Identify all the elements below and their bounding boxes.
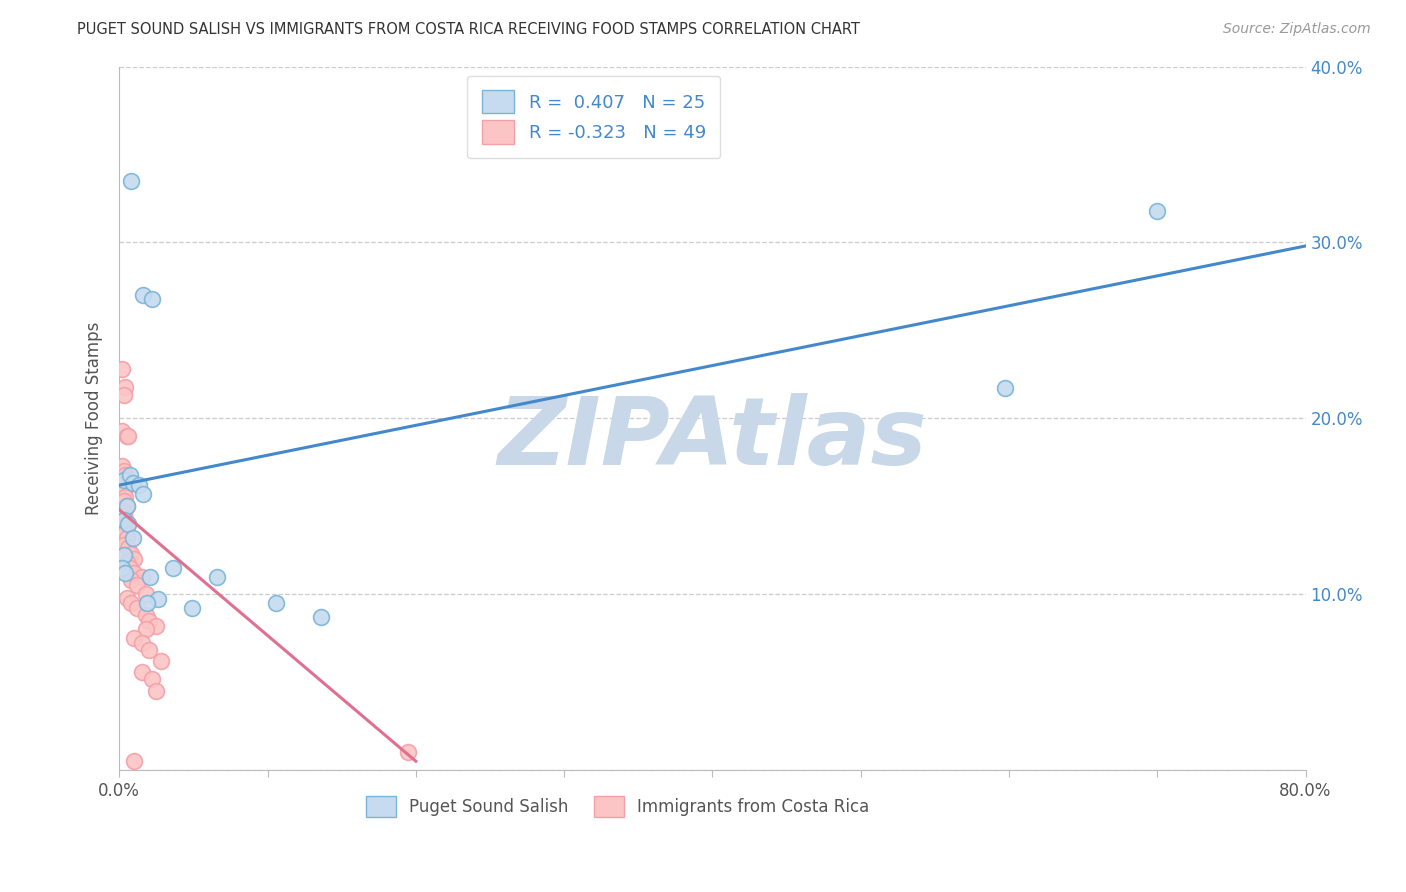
Point xyxy=(139,569,162,583)
Text: Source: ZipAtlas.com: Source: ZipAtlas.com xyxy=(1223,22,1371,37)
Point xyxy=(114,379,136,393)
Point xyxy=(120,573,142,587)
Point xyxy=(131,569,153,583)
Point xyxy=(114,511,136,525)
Point xyxy=(111,362,134,376)
Point xyxy=(118,467,141,482)
Point xyxy=(181,601,204,615)
Point xyxy=(111,424,134,438)
Point xyxy=(111,458,134,473)
Point xyxy=(120,174,142,188)
Point xyxy=(135,623,157,637)
Point xyxy=(266,596,288,610)
Point xyxy=(141,292,163,306)
Point xyxy=(122,566,145,580)
Point xyxy=(112,506,135,520)
Point xyxy=(111,561,134,575)
Point xyxy=(112,549,135,563)
Point xyxy=(117,541,139,556)
Point xyxy=(121,476,143,491)
Text: ZIPAtlas: ZIPAtlas xyxy=(498,393,928,485)
Point xyxy=(1146,203,1168,218)
Point xyxy=(112,473,135,487)
Point xyxy=(115,500,138,514)
Point xyxy=(125,578,148,592)
Point xyxy=(114,491,136,505)
Point xyxy=(115,556,138,570)
Point xyxy=(117,516,139,531)
Point xyxy=(114,525,136,540)
Point xyxy=(120,596,142,610)
Point xyxy=(162,561,184,575)
Point xyxy=(111,478,134,492)
Point xyxy=(128,478,150,492)
Point xyxy=(146,592,169,607)
Point xyxy=(112,485,135,500)
Point xyxy=(112,538,135,552)
Point xyxy=(141,672,163,686)
Point xyxy=(122,631,145,645)
Point xyxy=(114,467,136,482)
Point xyxy=(111,520,134,534)
Point xyxy=(112,388,135,402)
Point xyxy=(112,513,135,527)
Point xyxy=(122,754,145,768)
Point xyxy=(205,569,228,583)
Point xyxy=(149,654,172,668)
Point xyxy=(135,587,157,601)
Point xyxy=(118,561,141,575)
Point xyxy=(121,531,143,545)
Point xyxy=(112,464,135,478)
Point xyxy=(145,619,167,633)
Point xyxy=(993,381,1015,395)
Point xyxy=(117,429,139,443)
Point xyxy=(112,494,135,508)
Point xyxy=(115,591,138,605)
Point xyxy=(396,746,419,760)
Point xyxy=(136,596,159,610)
Point xyxy=(138,614,160,628)
Y-axis label: Receiving Food Stamps: Receiving Food Stamps xyxy=(86,322,103,515)
Point xyxy=(115,500,138,514)
Point xyxy=(309,610,332,624)
Point xyxy=(131,665,153,679)
Point xyxy=(115,531,138,545)
Point xyxy=(115,473,138,487)
Point xyxy=(115,429,138,443)
Point xyxy=(145,684,167,698)
Point xyxy=(120,547,142,561)
Point xyxy=(132,288,155,302)
Point xyxy=(131,636,153,650)
Point xyxy=(110,502,132,516)
Point xyxy=(114,566,136,580)
Point xyxy=(125,601,148,615)
Point xyxy=(122,552,145,566)
Text: PUGET SOUND SALISH VS IMMIGRANTS FROM COSTA RICA RECEIVING FOOD STAMPS CORRELATI: PUGET SOUND SALISH VS IMMIGRANTS FROM CO… xyxy=(77,22,860,37)
Point xyxy=(135,608,157,623)
Legend: Puget Sound Salish, Immigrants from Costa Rica: Puget Sound Salish, Immigrants from Cost… xyxy=(357,788,877,825)
Point xyxy=(132,487,155,501)
Point xyxy=(138,643,160,657)
Point xyxy=(117,516,139,531)
